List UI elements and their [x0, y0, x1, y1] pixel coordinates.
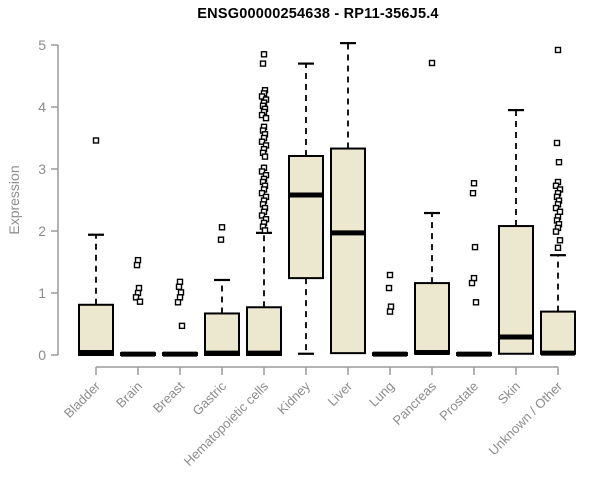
box-rect [540, 310, 576, 355]
outlier-point [555, 158, 563, 166]
box-lung [372, 271, 408, 357]
outlier-point [469, 189, 477, 197]
box-rect [498, 225, 534, 355]
outlier-point [472, 299, 480, 306]
outlier-point [261, 227, 269, 234]
outlier-point [217, 236, 225, 243]
outlier-point [259, 60, 267, 67]
outlier-point [262, 114, 270, 122]
box-brain [120, 256, 156, 357]
box-prostate [456, 180, 492, 357]
outlier-point [260, 51, 268, 58]
box-hematopoietic-cells [246, 51, 282, 357]
x-tick-label: Pancreas [390, 378, 440, 428]
outlier-point [258, 189, 266, 197]
x-tick-label: Unknown / Other [486, 378, 566, 458]
x-tick-label: Prostate [436, 379, 481, 424]
outlier-point [387, 303, 395, 310]
outlier-point [556, 208, 564, 215]
outlier-point [471, 243, 479, 251]
x-tick-label: Kidney [274, 378, 313, 417]
outlier-point [176, 278, 184, 286]
x-tick-label: Gastric [189, 378, 229, 418]
outlier-point [553, 139, 561, 147]
box-rect [288, 154, 324, 280]
outlier-point [554, 244, 562, 251]
box-rect [330, 147, 366, 355]
outlier-point [258, 138, 266, 145]
outlier-point [470, 180, 478, 187]
outlier-point [428, 59, 436, 67]
outlier-point [552, 182, 560, 189]
box-skin [498, 108, 534, 355]
y-tick-label: 4 [38, 99, 46, 115]
box-rect [78, 303, 114, 356]
box-unknown-other [540, 46, 576, 356]
x-tick-label: Liver [325, 378, 356, 409]
outlier-point [470, 274, 478, 282]
outlier-point [385, 284, 393, 292]
y-tick-label: 3 [38, 161, 46, 177]
outlier-point [176, 294, 184, 301]
y-tick-label: 2 [38, 223, 46, 239]
outlier-point [132, 294, 140, 301]
box-liver [330, 42, 366, 355]
outlier-point [468, 279, 476, 287]
box-rect [204, 312, 240, 356]
box-bladder [78, 137, 114, 356]
box-breast [162, 278, 198, 357]
outlier-point [133, 261, 141, 269]
outlier-point [554, 46, 562, 54]
outlier-point [552, 228, 560, 235]
outlier-point [556, 237, 564, 244]
outlier-point [177, 289, 185, 296]
box-rect [414, 282, 450, 355]
outlier-point [134, 256, 142, 264]
y-tick-label: 0 [38, 347, 46, 363]
box-kidney [288, 62, 324, 355]
chart-title: ENSG00000254638 - RP11-356J5.4 [197, 6, 439, 22]
outlier-point [386, 271, 394, 279]
y-axis: 0 1 2 3 4 5 [38, 37, 59, 363]
outlier-point [258, 168, 266, 175]
box-gastric [204, 224, 240, 356]
outlier-point [175, 283, 183, 290]
outlier-point [552, 204, 560, 212]
outlier-point [92, 137, 100, 144]
y-tick-label: 5 [38, 37, 46, 53]
x-tick-label: Breast [150, 378, 187, 415]
box-rect [246, 306, 282, 357]
outlier-point [136, 298, 144, 305]
outlier-point [135, 284, 143, 292]
y-tick-label: 1 [38, 285, 46, 301]
outlier-point [218, 224, 226, 231]
outlier-point [258, 212, 266, 219]
x-tick-label: Lung [366, 379, 397, 410]
x-tick-label: Bladder [61, 378, 104, 421]
x-tick-label: Skin [495, 379, 523, 407]
outlier-point [386, 308, 394, 315]
box-pancreas [414, 59, 450, 356]
outlier-point [174, 299, 182, 306]
outlier-point [261, 153, 269, 160]
x-tick-label: Brain [113, 379, 145, 411]
outlier-point [178, 322, 186, 330]
